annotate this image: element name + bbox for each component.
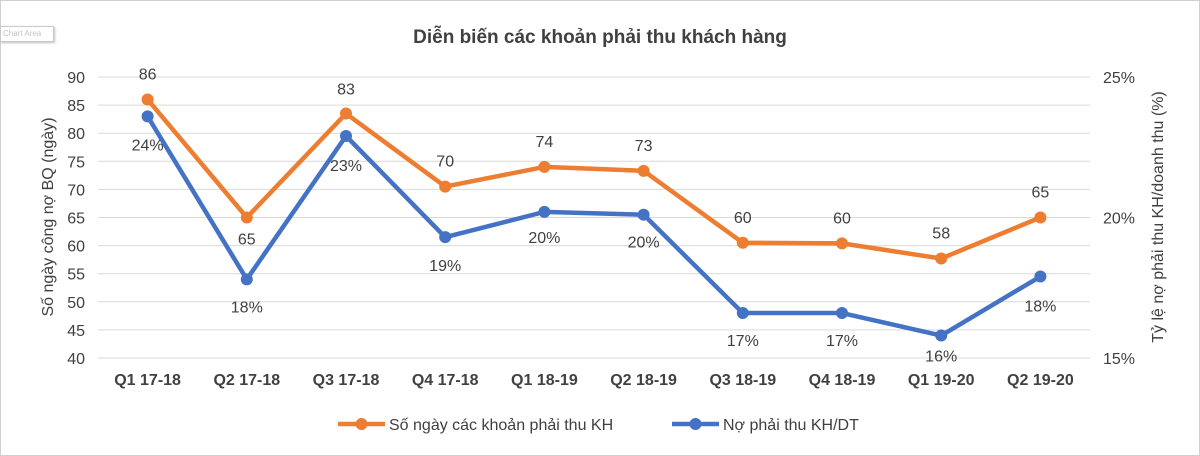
data-point-receivable-days xyxy=(538,160,551,173)
left-tick-label: 90 xyxy=(67,70,85,87)
left-tick-label: 65 xyxy=(67,211,85,228)
data-label-receivable-ratio: 16% xyxy=(925,349,957,366)
data-point-receivable-days xyxy=(340,107,352,120)
data-label-receivable-ratio: 19% xyxy=(429,258,461,275)
data-point-receivable-ratio xyxy=(538,205,551,218)
data-label-receivable-days: 74 xyxy=(536,134,554,151)
data-label-receivable-ratio: 17% xyxy=(826,333,858,350)
category-label: Q2 17-18 xyxy=(213,372,280,389)
left-axis: 40 45 50 55 60 65 70 75 80 85 90 xyxy=(67,70,85,368)
data-point-receivable-ratio xyxy=(637,208,650,221)
legend-label: Số ngày các khoản phải thu KH xyxy=(389,417,613,434)
data-label-receivable-days: 70 xyxy=(436,154,454,171)
data-point-receivable-days xyxy=(637,164,650,177)
data-point-receivable-days xyxy=(439,180,452,193)
data-label-receivable-ratio: 24% xyxy=(132,137,164,154)
data-point-receivable-days xyxy=(1034,211,1047,224)
data-label-receivable-ratio: 20% xyxy=(628,235,660,252)
left-tick-label: 60 xyxy=(67,239,85,256)
left-tick-label: 50 xyxy=(67,295,85,312)
data-label-receivable-days: 60 xyxy=(734,210,752,227)
series-layer xyxy=(141,93,1047,342)
right-axis-title: Tỷ lệ nợ phải thu KH/doanh thu (%) xyxy=(1150,91,1167,343)
category-label: Q1 17-18 xyxy=(114,372,181,389)
data-point-receivable-ratio xyxy=(736,307,749,320)
right-tick-label: 25% xyxy=(1103,70,1135,87)
legend: Số ngày các khoản phải thu KH Nợ phải thu… xyxy=(338,417,859,434)
legend-swatch-marker xyxy=(355,418,368,430)
series-line-receivable-ratio xyxy=(145,114,1043,338)
chart-area-tooltip: Chart Area xyxy=(0,26,54,42)
data-point-receivable-ratio xyxy=(935,329,948,342)
right-tick-label: 20% xyxy=(1103,211,1135,228)
data-label-receivable-ratio: 18% xyxy=(231,299,263,316)
data-label-receivable-days: 86 xyxy=(139,66,157,83)
data-point-receivable-days xyxy=(141,93,154,106)
data-label-receivable-days: 83 xyxy=(337,82,355,99)
data-point-receivable-ratio xyxy=(240,273,253,286)
left-tick-label: 55 xyxy=(67,267,85,284)
left-tick-label: 80 xyxy=(67,126,85,143)
data-point-receivable-ratio xyxy=(340,130,352,143)
chart-title: Diễn biến các khoản phải thu khách hàng xyxy=(413,26,787,48)
data-label-receivable-days: 65 xyxy=(1032,185,1050,202)
legend-item: Số ngày các khoản phải thu KH xyxy=(338,417,613,434)
category-label: Q1 18-19 xyxy=(511,372,578,389)
right-tick-label: 15% xyxy=(1103,351,1135,368)
category-label: Q2 19-20 xyxy=(1007,372,1074,389)
data-point-receivable-ratio xyxy=(141,110,154,123)
data-label-receivable-ratio: 17% xyxy=(727,333,759,350)
data-label-receivable-days: 58 xyxy=(932,226,950,243)
data-label-receivable-days: 65 xyxy=(238,232,256,249)
data-label-receivable-days: 73 xyxy=(635,138,653,155)
left-tick-label: 75 xyxy=(67,154,85,171)
left-tick-label: 45 xyxy=(67,323,85,340)
category-label: Q4 17-18 xyxy=(412,372,479,389)
data-point-receivable-days xyxy=(736,236,749,249)
series-line-receivable-days xyxy=(145,97,1043,261)
left-axis-title: Số ngày công nợ BQ (ngày) xyxy=(40,117,57,316)
right-axis: 15% 20% 25% xyxy=(1103,70,1135,368)
legend-swatch-marker xyxy=(689,418,702,430)
category-label: Q1 19-20 xyxy=(908,372,975,389)
category-label: Q3 17-18 xyxy=(313,372,380,389)
category-label: Q3 18-19 xyxy=(709,372,776,389)
data-point-receivable-days xyxy=(836,237,848,250)
legend-item: Nợ phải thu KH/DT xyxy=(672,417,859,434)
data-point-receivable-ratio xyxy=(439,231,452,244)
data-point-receivable-ratio xyxy=(1034,270,1047,283)
gridlines xyxy=(98,76,1090,359)
data-point-receivable-ratio xyxy=(836,307,848,320)
data-point-receivable-days xyxy=(935,252,948,265)
data-label-receivable-days: 60 xyxy=(833,210,851,227)
left-tick-label: 70 xyxy=(67,182,85,199)
data-point-receivable-days xyxy=(240,211,253,224)
category-label: Q4 18-19 xyxy=(809,372,876,389)
data-labels: 86 65 83 70 74 73 60 60 58 65 24% 18% 23% 19% 20% 20% 17… xyxy=(132,66,1057,365)
data-label-receivable-ratio: 23% xyxy=(330,158,362,175)
legend-label: Nợ phải thu KH/DT xyxy=(723,417,859,434)
category-axis: Q1 17-18 Q2 17-18 Q3 17-18 Q4 17-18 Q1 18-19… xyxy=(114,372,1074,389)
data-label-receivable-ratio: 18% xyxy=(1024,299,1056,316)
left-tick-label: 40 xyxy=(67,351,85,368)
data-label-receivable-ratio: 20% xyxy=(528,230,560,247)
left-tick-label: 85 xyxy=(67,98,85,115)
category-label: Q2 18-19 xyxy=(610,372,677,389)
